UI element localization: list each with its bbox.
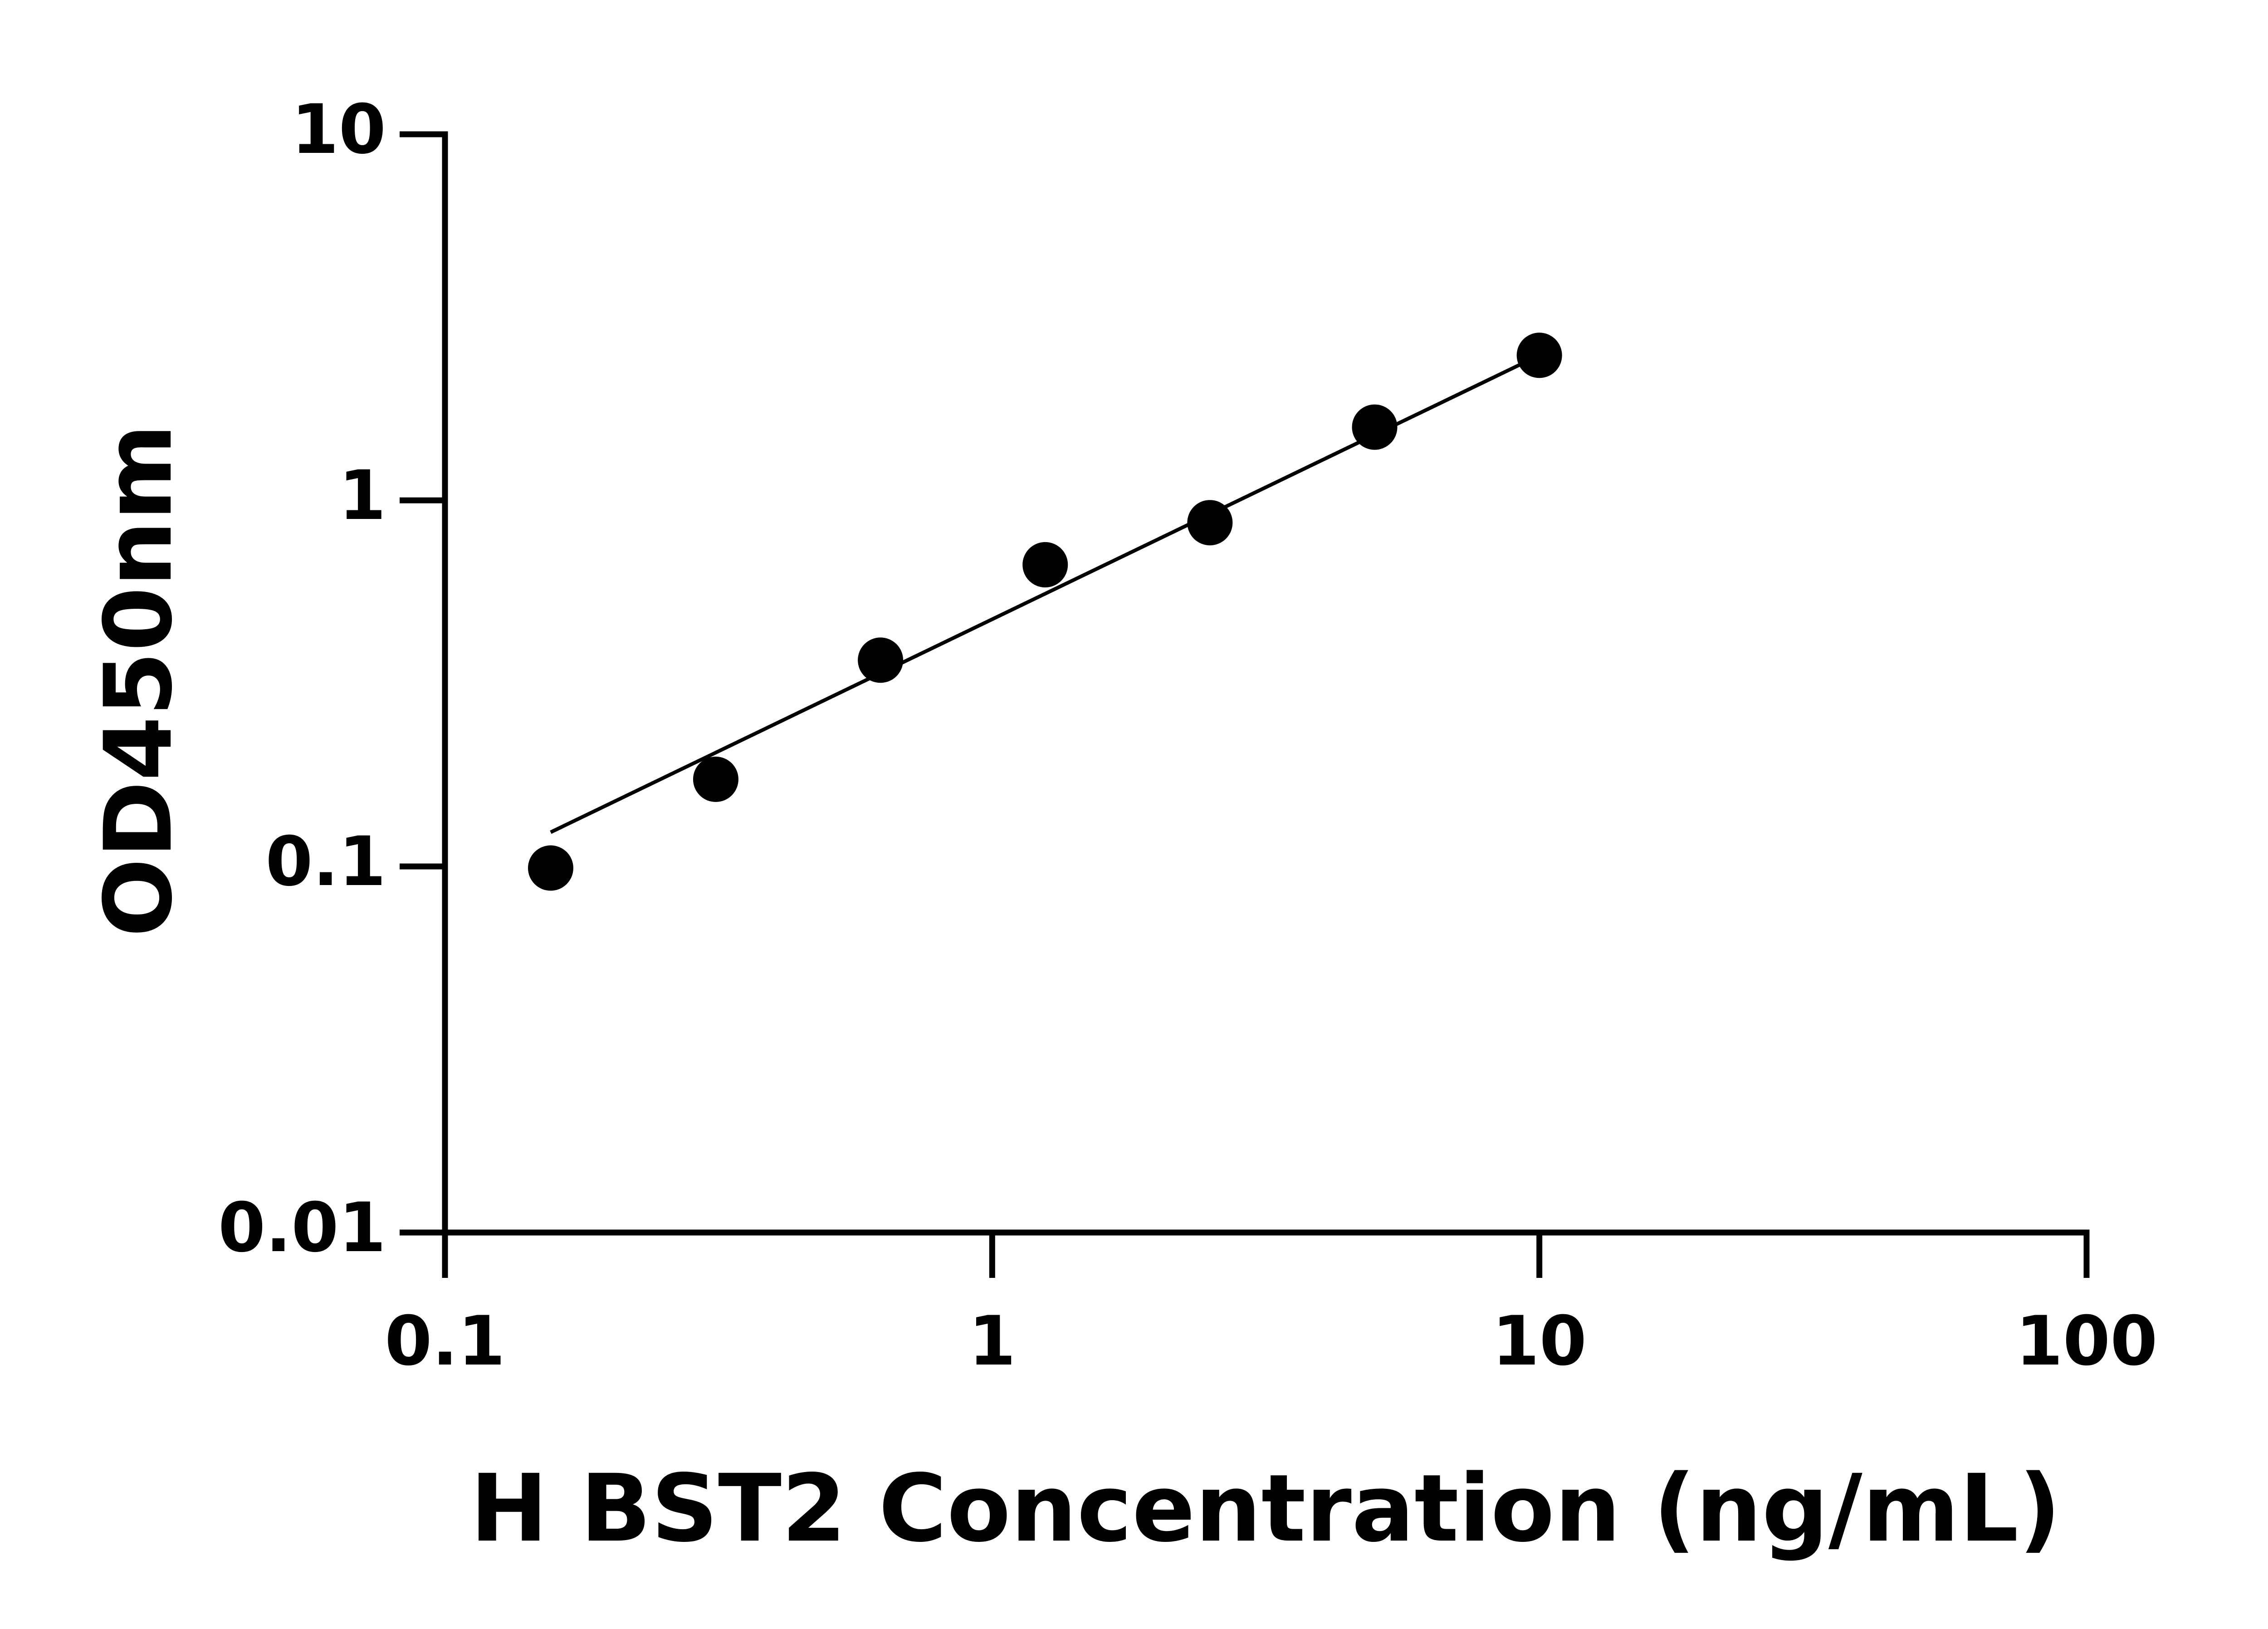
data-point bbox=[528, 845, 573, 891]
data-point bbox=[858, 637, 904, 683]
data-point bbox=[1516, 333, 1562, 378]
x-tick-label: 10 bbox=[1492, 1302, 1587, 1381]
x-tick-label: 1 bbox=[968, 1302, 1016, 1381]
x-tick-label: 0.1 bbox=[385, 1302, 505, 1381]
data-point bbox=[1352, 404, 1398, 450]
y-tick-label: 10 bbox=[291, 90, 386, 169]
y-axis-title: OD450nm bbox=[85, 424, 193, 937]
data-point bbox=[693, 756, 738, 802]
y-tick-label: 0.01 bbox=[218, 1189, 386, 1267]
x-axis-title: H BST2 Concentration (ng/mL) bbox=[470, 1455, 2061, 1563]
y-tick-label: 1 bbox=[339, 456, 386, 535]
y-tick-label: 0.1 bbox=[265, 822, 386, 901]
x-tick-label: 100 bbox=[2015, 1302, 2157, 1381]
data-point bbox=[1022, 542, 1068, 587]
data-point bbox=[1187, 500, 1233, 546]
